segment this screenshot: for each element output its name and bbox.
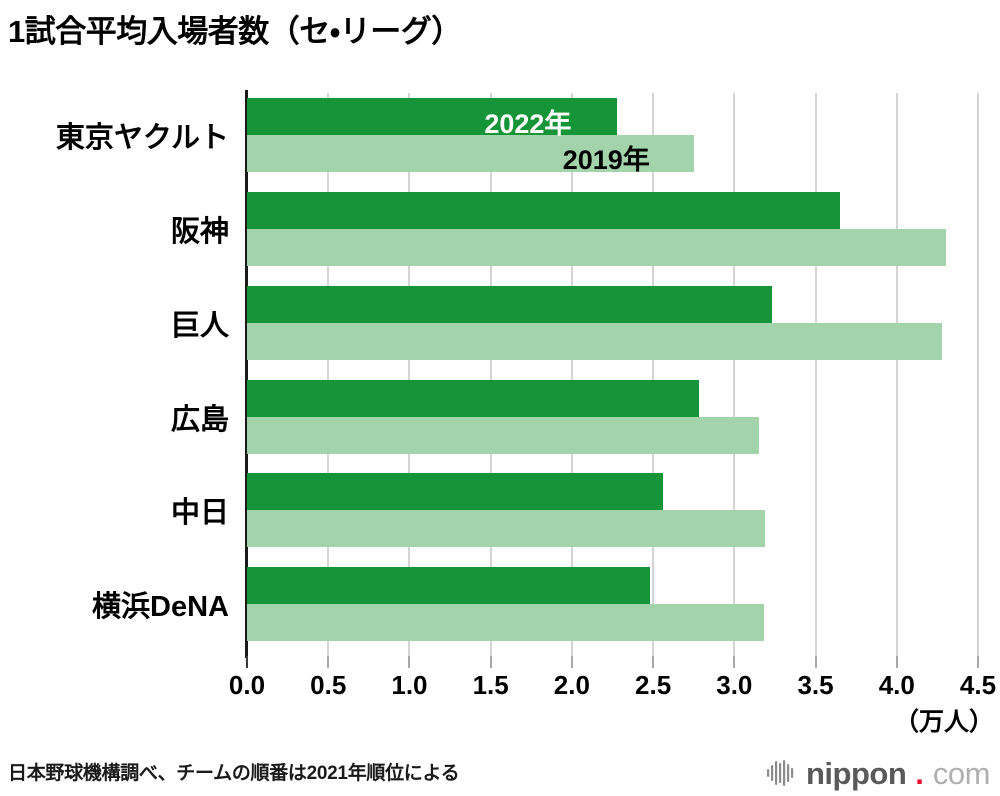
x-tick-label: 2.5 <box>635 670 672 700</box>
page-title: 1試合平均入場者数（セ・リーグ） <box>8 14 462 49</box>
bar-2019[interactable] <box>247 604 764 642</box>
category-label: 東京ヤクルト <box>55 122 229 154</box>
gridline <box>733 93 736 656</box>
x-tick-label: 0.0 <box>228 670 266 700</box>
bar-2019[interactable] <box>247 510 766 548</box>
bar-group: 2022年 2019年 <box>247 98 978 175</box>
category-label: 中日 <box>170 497 229 530</box>
gridline <box>327 93 330 656</box>
gridline <box>977 93 979 656</box>
x-axis-unit-label: （万人） <box>893 708 994 736</box>
x-tick <box>489 656 492 668</box>
bar-2019[interactable] <box>247 228 946 266</box>
bar-2022[interactable] <box>247 567 650 605</box>
x-tick <box>814 656 817 668</box>
bar-group <box>247 285 978 360</box>
nippon-com-logo[interactable]: nippon . com <box>767 755 991 791</box>
y-axis-line <box>245 90 248 658</box>
logo-tld: com <box>932 755 991 791</box>
logo-dot: . <box>915 755 924 791</box>
x-tick <box>246 656 248 668</box>
x-tick <box>570 656 573 668</box>
bar-2019[interactable] <box>247 416 759 454</box>
legend-label-2019: 2019年 <box>562 145 650 175</box>
category-label: 阪神 <box>170 215 229 248</box>
x-tick <box>977 656 979 668</box>
bar-group <box>247 379 978 454</box>
x-tick-label: 0.5 <box>310 670 347 700</box>
x-tick-label: 3.0 <box>716 670 753 700</box>
gridline <box>570 93 573 656</box>
gridline <box>895 93 898 656</box>
gridline <box>814 93 817 656</box>
gridline <box>408 93 411 656</box>
bar-2019[interactable] <box>247 322 943 360</box>
bar-2022[interactable] <box>247 98 618 135</box>
x-tick <box>652 656 655 668</box>
x-tick-label: 1.5 <box>472 670 509 700</box>
x-tick-label: 1.0 <box>391 670 428 700</box>
category-label: 巨人 <box>170 309 229 342</box>
x-tick <box>408 656 411 668</box>
x-tick-label: 2.0 <box>553 670 590 700</box>
x-tick <box>733 656 736 668</box>
category-axis-labels: 東京ヤクルト阪神巨人広島中日横浜DeNA <box>0 93 237 656</box>
x-axis-tick-labels: 0.0 0.5 1.0 1.5 2.0 2.5 3.0 3.5 4.0 4.5 <box>0 670 1000 704</box>
bar-2022[interactable] <box>247 473 663 511</box>
source-note: 日本野球機構調べ、チームの順番は2021年順位による <box>8 763 460 784</box>
gridline <box>489 93 492 656</box>
plot-area: 2022年 2019年 <box>247 93 979 656</box>
category-label: 広島 <box>170 403 229 436</box>
bar-2019[interactable] <box>247 135 694 172</box>
bar-series-container: 2022年 2019年 <box>247 93 978 656</box>
waveform-icon <box>767 760 797 786</box>
bar-2022[interactable] <box>247 379 699 417</box>
gridline <box>652 93 655 656</box>
category-label: 横浜DeNA <box>92 591 229 624</box>
legend-label-2022: 2022年 <box>484 109 572 139</box>
bar-2022[interactable] <box>247 191 840 229</box>
bar-2022[interactable] <box>247 285 772 323</box>
x-tick-label: 4.5 <box>959 670 997 700</box>
x-tick <box>895 656 898 668</box>
x-tick <box>327 656 330 668</box>
logo-name: nippon <box>806 755 907 791</box>
x-tick-label: 3.5 <box>797 670 834 700</box>
bar-group <box>247 473 978 548</box>
x-axis-ticks <box>246 656 979 668</box>
x-tick-label: 4.0 <box>878 670 915 700</box>
bar-group <box>247 191 978 266</box>
gridlines <box>247 93 979 656</box>
bar-group <box>247 567 978 642</box>
